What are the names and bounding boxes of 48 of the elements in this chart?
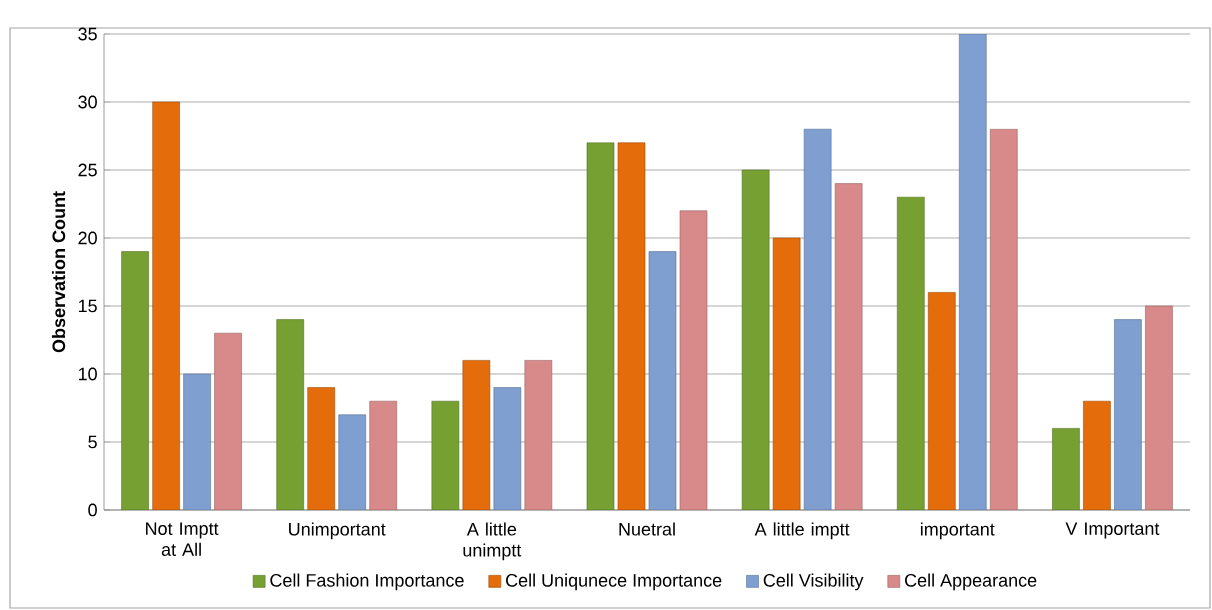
- bar: [803, 128, 832, 510]
- bar: [772, 237, 801, 510]
- x-tick-label: Unimportant: [289, 522, 386, 540]
- bar: [338, 414, 367, 510]
- y-tick-label: 10: [78, 367, 97, 381]
- legend-label: Cell Uniqunece Importance: [506, 573, 722, 591]
- bar: [152, 101, 180, 510]
- bar: [121, 251, 149, 510]
- y-tick-label: 25: [78, 163, 97, 177]
- bar: [679, 210, 708, 510]
- y-tick-label: 20: [78, 231, 97, 245]
- y-axis-title: Observation Count: [51, 191, 66, 353]
- bar: [1052, 428, 1080, 510]
- bar: [183, 373, 211, 510]
- bar: [896, 196, 925, 510]
- bar: [989, 128, 1018, 510]
- bar: [431, 400, 460, 510]
- bar: [586, 142, 615, 510]
- legend-label: Cell Fashion Importance: [270, 573, 464, 591]
- bar: [493, 387, 522, 510]
- x-tick-label: Not Imptt at All: [146, 522, 219, 556]
- bar: [369, 400, 398, 510]
- legend-label: Cell Appearance: [905, 573, 1037, 591]
- bar: [214, 332, 242, 510]
- bar: [276, 319, 305, 510]
- bar: [524, 360, 553, 510]
- bar: [462, 360, 491, 510]
- x-tick-label: Nuetral: [619, 522, 675, 536]
- bar: [1114, 319, 1142, 510]
- bar: [958, 34, 987, 510]
- bar: [741, 169, 770, 510]
- x-tick-label: important: [920, 522, 995, 540]
- bar: [648, 251, 677, 510]
- bar: [307, 387, 336, 510]
- y-tick-label: 35: [78, 27, 97, 41]
- bar: [927, 292, 956, 510]
- x-tick-label: A little unimptt: [463, 522, 522, 561]
- x-tick-label: A little imptt: [754, 522, 850, 540]
- y-tick-label: 5: [88, 435, 97, 449]
- y-tick-label: 15: [78, 299, 97, 313]
- y-tick-label: 30: [78, 95, 97, 109]
- legend-label: Cell Visibility: [763, 573, 864, 591]
- y-tick-label: 0: [88, 503, 97, 517]
- bar: [1083, 400, 1111, 510]
- bar: [834, 183, 863, 510]
- x-tick-label: V Important: [1065, 522, 1160, 539]
- bar: [1145, 305, 1173, 510]
- bar: [617, 142, 646, 510]
